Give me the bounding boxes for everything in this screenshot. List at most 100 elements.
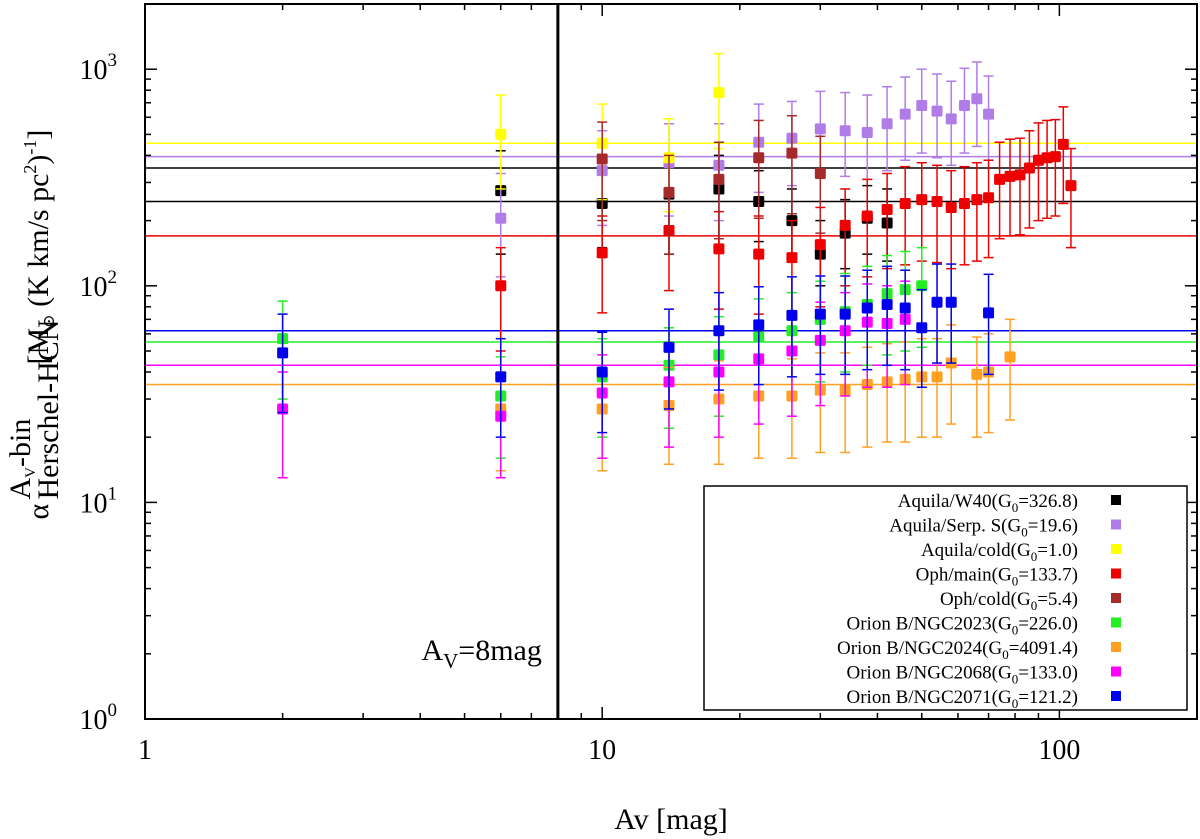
data-point — [839, 308, 851, 320]
legend-marker — [1111, 519, 1121, 530]
legend-label: Oph/main(G0=133.7) — [916, 565, 1078, 589]
data-point — [983, 108, 995, 120]
data-point — [1014, 169, 1026, 181]
data-point — [596, 366, 608, 378]
data-point — [713, 87, 725, 99]
legend-marker — [1111, 593, 1121, 603]
data-point — [713, 173, 725, 185]
data-point — [713, 325, 725, 337]
legend-label: Orion B/NGC2023(G0=226.0) — [847, 614, 1079, 638]
legend-box — [703, 485, 1188, 711]
data-point — [1049, 151, 1061, 163]
legend-entry: Oph/cold(G0=5.4) — [940, 589, 1121, 613]
data-point — [881, 298, 893, 310]
data-point — [945, 296, 957, 308]
data-point — [1032, 154, 1044, 166]
data-point — [881, 118, 893, 130]
y-axis-subscript: Herschel-HCN — [32, 320, 65, 500]
data-point — [1041, 152, 1053, 164]
legend-label: Orion B/NGC2024(G0=4091.4) — [837, 638, 1078, 662]
legend-label: Aquila/cold(G0=1.0) — [921, 540, 1078, 564]
data-point — [861, 127, 873, 139]
data-point — [495, 128, 507, 140]
y-axis-units: [M⊙ (K km/s pc2)-1] — [20, 130, 58, 365]
data-point — [596, 153, 608, 165]
data-point — [916, 280, 928, 292]
data-point — [814, 239, 826, 251]
data-point — [713, 243, 725, 255]
data-point — [945, 113, 957, 125]
av-threshold-line-group: AV=8mag — [421, 4, 560, 719]
legend-entry: Aquila/cold(G0=1.0) — [921, 540, 1121, 564]
data-point — [983, 307, 995, 319]
legend-marker — [1111, 617, 1121, 628]
data-point — [916, 99, 928, 111]
data-point — [899, 302, 911, 314]
legend-marker — [1111, 642, 1121, 652]
data-point — [786, 147, 798, 159]
x-tick-label: 10 — [588, 735, 616, 766]
data-point — [971, 93, 983, 105]
legend-entry: Aquila/Serp. S(G0=19.6) — [889, 516, 1121, 540]
legend-entry: Orion B/NGC2024(G0=4091.4) — [837, 638, 1121, 662]
serps-series — [495, 61, 995, 278]
av-threshold-annotation: AV=8mag — [421, 634, 541, 673]
legend-entry: Orion B/NGC2068(G0=133.0) — [847, 663, 1121, 687]
data-point — [931, 105, 943, 117]
data-point — [971, 368, 983, 380]
legend: Aquila/W40(G0=326.8)Aquila/Serp. S(G0=19… — [703, 485, 1188, 711]
data-point — [596, 247, 608, 259]
ngc2071-series — [277, 263, 995, 438]
y-axis-symbol: α — [22, 504, 55, 520]
data-point — [861, 302, 873, 314]
data-point — [753, 152, 765, 164]
data-point — [971, 194, 983, 206]
y-tick-label: 102 — [80, 267, 118, 303]
axis-labels: 1 10 100 100 101 102 103 Av [mag] α AV-binHersche… — [4, 50, 1080, 836]
legend-entry: Orion B/NGC2071(G0=121.2) — [847, 687, 1121, 711]
ophcold-series — [596, 114, 826, 255]
x-tick-label: 1 — [138, 735, 152, 766]
cold-series — [495, 52, 725, 213]
legend-entry: Aquila/W40(G0=326.8) — [898, 491, 1121, 515]
data-point — [663, 186, 675, 198]
data-point — [945, 201, 957, 213]
legend-label: Oph/cold(G0=5.4) — [940, 589, 1078, 613]
legend-label: Aquila/Serp. S(G0=19.6) — [889, 516, 1078, 540]
data-point — [495, 371, 507, 383]
data-point — [839, 219, 851, 231]
data-point — [1065, 180, 1077, 192]
y-tick-label: 101 — [80, 483, 118, 519]
data-point — [931, 296, 943, 308]
data-point — [931, 196, 943, 208]
data-point — [958, 197, 970, 209]
data-point — [786, 252, 798, 264]
w40-series — [495, 150, 893, 287]
data-point — [839, 125, 851, 137]
data-point — [916, 194, 928, 206]
legend-marker — [1111, 568, 1121, 579]
data-point — [753, 248, 765, 260]
data-point — [861, 210, 873, 222]
data-point — [899, 197, 911, 209]
data-point — [495, 280, 507, 292]
data-point — [983, 192, 995, 204]
legend-label: Orion B/NGC2068(G0=133.0) — [847, 663, 1079, 687]
x-axis-label: Av [mag] — [614, 803, 728, 836]
data-point — [1004, 351, 1016, 363]
data-series — [277, 52, 1077, 479]
x-tick-label: 100 — [1038, 735, 1080, 766]
data-point — [786, 309, 798, 321]
legend-label: Orion B/NGC2071(G0=121.2) — [847, 687, 1079, 711]
data-point — [495, 212, 507, 224]
data-point — [663, 341, 675, 353]
data-point — [277, 347, 289, 359]
data-point — [881, 204, 893, 216]
legend-marker — [1111, 544, 1121, 554]
legend-marker — [1111, 666, 1121, 677]
data-point — [1004, 170, 1016, 182]
legend-marker — [1111, 495, 1121, 505]
data-point — [753, 319, 765, 331]
